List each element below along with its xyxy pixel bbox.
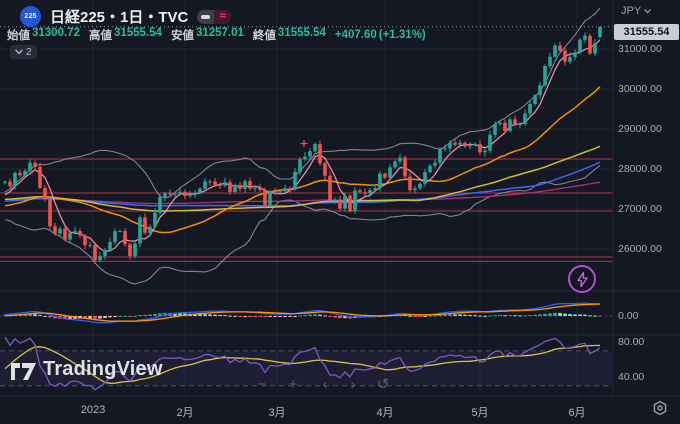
close-value: 31555.54	[277, 27, 326, 39]
ohlc-open: 始値 31300.72	[7, 27, 80, 43]
open-label: 始値	[7, 30, 30, 42]
high-label: 高値	[88, 30, 112, 42]
symbol-logo-text: 225	[24, 13, 37, 20]
price-tick-label: 31000.00	[618, 43, 662, 55]
low-value: 31257.01	[195, 27, 244, 39]
currency-label: JPY	[621, 5, 642, 17]
pan-left-button[interactable]: ‹	[322, 375, 328, 393]
symbol-status[interactable]: ≈	[197, 9, 232, 24]
hidden-indicator-count: 2	[26, 46, 32, 58]
time-tick-label: 2月	[176, 407, 194, 419]
tradingview-watermark: TradingView	[10, 358, 163, 381]
ohlc-low: 安値 31257.01	[171, 27, 244, 43]
gear-icon	[653, 400, 667, 416]
price-tick-label: 28000.00	[618, 163, 662, 175]
chevron-down-icon	[644, 8, 651, 13]
zoom-in-button[interactable]: +	[288, 375, 298, 393]
price-tick-label: 29000.00	[618, 123, 662, 135]
legend-collapsed-bar	[201, 14, 211, 19]
time-tick-label: 4月	[376, 407, 394, 419]
zoom-out-button[interactable]: −	[257, 375, 267, 393]
low-label: 安値	[170, 30, 194, 42]
lightning-icon	[576, 271, 588, 287]
price-tick-label: 0.00	[618, 310, 639, 322]
quick-action-button[interactable]	[568, 265, 596, 293]
symbol-header: 225 日経225・1日・TVC ≈	[20, 6, 232, 27]
chevron-down-icon	[15, 49, 23, 55]
reset-view-button[interactable]: ↺	[376, 376, 390, 393]
pan-right-button[interactable]: ›	[350, 375, 356, 393]
change-value: +407.60	[334, 29, 377, 41]
high-value: 31555.54	[113, 27, 162, 39]
time-tick-label: 5月	[471, 407, 489, 419]
time-tick-label: 3月	[268, 407, 286, 419]
last-price-label: 31555.54	[614, 24, 679, 40]
price-tick-label: 26000.00	[618, 243, 662, 255]
currency-selector[interactable]: JPY	[621, 5, 651, 17]
ohlc-high: 高値 31555.54	[89, 27, 162, 43]
price-tick-label: 40.00	[618, 371, 645, 383]
market-status-wave: ≈	[219, 10, 226, 22]
watermark-text: TradingView	[43, 358, 163, 380]
ohlc-legend[interactable]: 始値 31300.72 高値 31555.54 安値 31257.01 終値 3…	[7, 27, 426, 43]
ohlc-change: +407.60 (+1.31%)	[335, 29, 426, 41]
indicators-collapse-button[interactable]: 2	[10, 45, 37, 59]
close-label: 終値	[252, 30, 276, 42]
symbol-logo[interactable]: 225	[20, 6, 41, 27]
ohlc-close: 終値 31555.54	[253, 27, 326, 43]
price-tick-label: 80.00	[618, 336, 645, 348]
price-tick-label: 27000.00	[618, 203, 662, 215]
change-percent: (+1.31%)	[378, 29, 426, 41]
open-value: 31300.72	[32, 27, 80, 39]
time-tick-label: 6月	[568, 407, 586, 419]
symbol-title[interactable]: 日経225・1日・TVC	[50, 9, 189, 26]
market-status-icon[interactable]: ≈	[214, 9, 232, 24]
tradingview-logo-icon	[11, 362, 36, 380]
legend-collapsed-icon[interactable]	[197, 9, 215, 24]
time-tick-label: 2023	[80, 404, 106, 416]
price-tick-label: 30000.00	[618, 83, 662, 95]
axis-settings-button[interactable]	[652, 400, 668, 421]
